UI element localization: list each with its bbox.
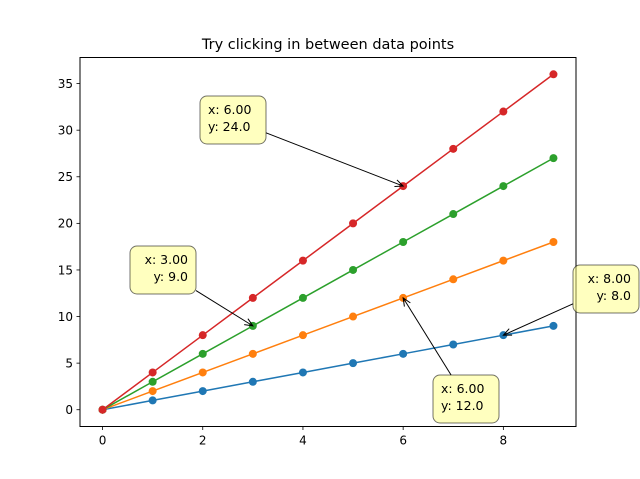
annotation-1: x: 6.00 y: 24.0 (199, 95, 405, 187)
annotation-label: y: 24.0 (208, 119, 251, 134)
data-point[interactable] (549, 154, 558, 163)
annotation-4: x: 8.00 y: 8.0 (502, 264, 640, 336)
y-tick-label: 25 (58, 170, 73, 184)
data-point[interactable] (499, 182, 508, 191)
annotation-label: x: 6.00 (208, 102, 251, 117)
annotation-box (572, 264, 640, 314)
x-tick-label: 6 (399, 434, 407, 448)
series-1 (98, 321, 558, 414)
annotation-box (199, 95, 267, 145)
series-line-4 (102, 73, 554, 411)
annotation-3: x: 6.00 y: 12.0 (402, 296, 500, 424)
data-point[interactable] (449, 210, 458, 219)
data-point[interactable] (248, 377, 257, 386)
data-point[interactable] (148, 377, 157, 386)
x-tick-label: 0 (99, 434, 107, 448)
data-point[interactable] (198, 368, 207, 377)
data-point[interactable] (148, 396, 157, 405)
annotation-label: x: 8.00 (588, 271, 631, 286)
annotation-arrowhead (402, 296, 411, 307)
annotation-box (129, 245, 197, 295)
data-point[interactable] (499, 107, 508, 116)
annotation-label: y: 9.0 (153, 269, 188, 284)
series-line-1 (102, 325, 554, 411)
data-point[interactable] (399, 349, 408, 358)
data-point[interactable] (349, 359, 358, 368)
data-point[interactable] (198, 349, 207, 358)
data-point[interactable] (198, 331, 207, 340)
x-tick-label: 2 (199, 434, 207, 448)
data-point[interactable] (449, 144, 458, 153)
annotation-arrow (265, 132, 404, 187)
data-point[interactable] (248, 349, 257, 358)
annotation-label: y: 8.0 (596, 288, 631, 303)
series-line-2 (102, 241, 554, 411)
data-point[interactable] (399, 238, 408, 246)
data-point[interactable] (449, 340, 458, 349)
y-tick-label: 0 (65, 403, 73, 417)
annotation-arrow (195, 290, 254, 327)
plot-frame (79, 57, 577, 427)
annotation-arrow (402, 297, 452, 376)
chart-title: Try clicking in between data points (201, 37, 454, 53)
x-tick-label: 8 (500, 434, 508, 448)
data-point[interactable] (148, 387, 157, 396)
data-point[interactable] (549, 321, 558, 330)
annotation-arrowhead (394, 179, 405, 187)
annotation-box (432, 374, 500, 424)
data-point[interactable] (298, 293, 307, 302)
data-point[interactable] (298, 368, 307, 377)
series-line-3 (102, 157, 554, 411)
data-point[interactable] (549, 70, 558, 79)
y-tick-label: 35 (58, 77, 73, 91)
annotation-2: x: 3.00 y: 9.0 (129, 245, 254, 327)
data-point[interactable] (549, 238, 558, 246)
data-point[interactable] (499, 256, 508, 265)
annotation-arrowhead (244, 318, 254, 327)
y-tick-label: 20 (58, 217, 73, 231)
data-point[interactable] (298, 331, 307, 340)
annotation-label: x: 6.00 (441, 381, 484, 396)
annotation-arrow (503, 303, 574, 336)
data-point[interactable] (349, 312, 358, 321)
data-point[interactable] (349, 265, 358, 274)
data-point[interactable] (449, 275, 458, 284)
y-tick-label: 15 (58, 263, 73, 277)
data-point[interactable] (148, 368, 157, 377)
y-tick-label: 5 (65, 356, 73, 370)
data-point[interactable] (98, 405, 107, 414)
data-point[interactable] (349, 219, 358, 228)
annotation-label: y: 12.0 (441, 398, 484, 413)
y-tick-label: 10 (58, 310, 73, 324)
data-point[interactable] (298, 256, 307, 265)
data-point[interactable] (248, 293, 257, 302)
annotation-label: x: 3.00 (145, 252, 188, 267)
x-tick-label: 4 (299, 434, 307, 448)
annotation-arrowhead (502, 328, 513, 336)
data-point[interactable] (198, 387, 207, 396)
y-tick-label: 30 (58, 123, 73, 137)
